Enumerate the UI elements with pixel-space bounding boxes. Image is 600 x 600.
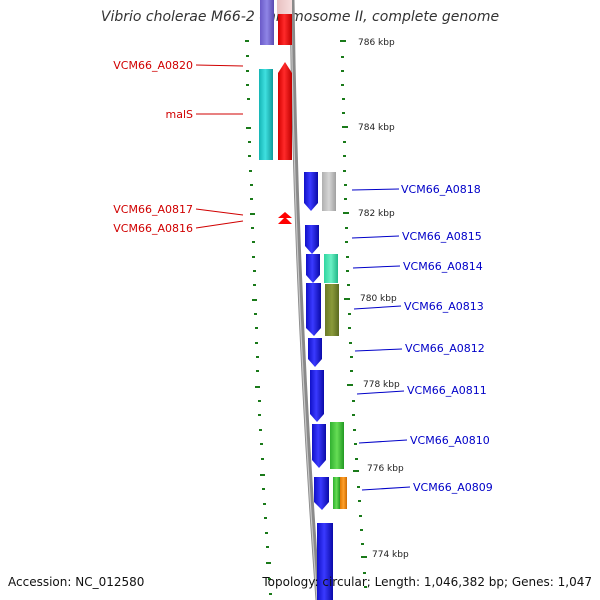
gene-label-vcm66-a0810[interactable]: VCM66_A0810 [410,434,490,447]
cds-forward-vcm66-a0815[interactable] [305,225,319,254]
cds-forward-bottom[interactable] [317,523,333,600]
map-title: Vibrio cholerae M66-2 chromosome II, com… [100,9,500,25]
cog-box-violet[interactable] [260,0,274,45]
cog-box-olive[interactable] [325,284,339,336]
gene-label-vcm66-a0812[interactable]: VCM66_A0812 [405,342,485,355]
cds-forward-vcm66-a0813[interactable] [306,283,321,336]
scale-label-780: 780 kbp [360,294,397,304]
cds-reverse-small-1[interactable] [278,212,292,218]
topology-text: Topology: circular; Length: 1,046,382 bp… [262,575,592,589]
cds-reverse-vcm66-a0820[interactable] [278,62,292,160]
scale-label-776: 776 kbp [367,464,404,474]
right-tick-track [340,40,367,588]
cds-forward-vcm66-a0814[interactable] [306,254,320,283]
gene-label-vcm66-a0813[interactable]: VCM66_A0813 [404,300,484,313]
gene-label-vcm66-a0816[interactable]: VCM66_A0816 [113,222,193,235]
chromosome-backbone-highlight [290,0,318,600]
gene-label-vcm66-a0811[interactable]: VCM66_A0811 [407,384,487,397]
cds-forward-vcm66-a0809[interactable] [314,477,329,510]
cds-forward-vcm66-a0818[interactable] [304,172,318,211]
cds-forward-vcm66-a0812[interactable] [308,338,322,367]
gene-label-vcm66-a0814[interactable]: VCM66_A0814 [403,260,483,273]
forward-cds-track [304,172,333,600]
chromosome-backbone [289,0,321,600]
cog-box-pink[interactable] [277,0,292,14]
cds-reverse-top[interactable] [278,14,292,45]
accession-text: Accession: NC_012580 [8,575,145,589]
cog-box-green-small[interactable] [333,477,340,509]
scale-label-774: 774 kbp [372,550,409,560]
cds-reverse-small-2[interactable] [278,217,292,224]
gene-label-vcm66-a0817[interactable]: VCM66_A0817 [113,203,193,216]
gene-label-vcm66-a0815[interactable]: VCM66_A0815 [402,230,482,243]
cog-box-green[interactable] [330,422,344,469]
gene-label-mals[interactable]: malS [166,108,194,121]
cds-forward-vcm66-a0811[interactable] [310,370,324,422]
cog-box-cyan[interactable] [259,69,273,160]
reverse-leader-lines [195,64,244,229]
forward-leader-lines [351,188,411,491]
cog-box-teal[interactable] [324,254,338,283]
scale-label-786: 786 kbp [358,38,395,48]
scale-label-782: 782 kbp [358,209,395,219]
cog-box-grey[interactable] [322,172,336,211]
cds-forward-vcm66-a0810[interactable] [312,424,326,468]
scale-label-784: 784 kbp [358,123,395,133]
gene-label-vcm66-a0820[interactable]: VCM66_A0820 [113,59,193,72]
cog-box-orange[interactable] [340,477,347,509]
gene-label-vcm66-a0818[interactable]: VCM66_A0818 [401,183,481,196]
gene-label-vcm66-a0809[interactable]: VCM66_A0809 [413,481,493,494]
left-tick-track [245,40,272,595]
scale-label-778: 778 kbp [363,380,400,390]
